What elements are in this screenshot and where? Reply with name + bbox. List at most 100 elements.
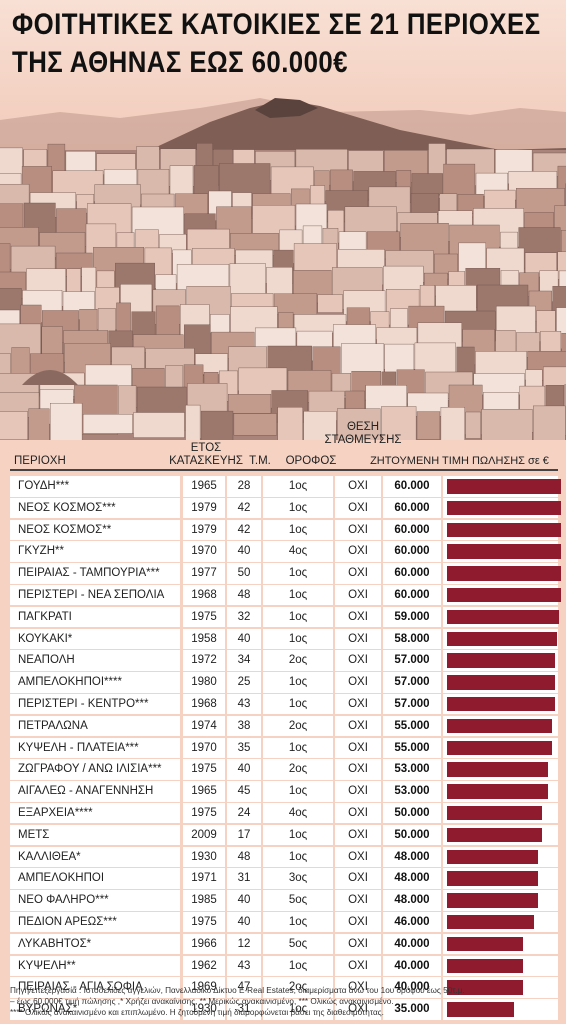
floor-cell: 3ος — [263, 868, 333, 889]
price-label: 57.000 — [383, 650, 441, 671]
price-label: 50.000 — [383, 802, 441, 824]
sqm-cell: 48 — [227, 584, 261, 606]
price-bar — [447, 827, 542, 843]
price-bar — [447, 696, 556, 712]
sqm-cell: 48 — [227, 846, 261, 868]
price-label: 60.000 — [383, 519, 441, 541]
price-bar — [447, 566, 561, 581]
table-row: ΝΕΑΠΟΛΗ 1972 34 2ος ΟΧΙ 57.000 — [10, 650, 558, 671]
parking-cell: ΟΧΙ — [335, 715, 381, 737]
floor-cell: 1ος — [263, 476, 333, 497]
area-cell: ΠΕΙΡΑΙΑΣ - ΑΓΙΑ ΣΟΦΙΑ — [10, 977, 180, 998]
floor-cell: 1ος — [263, 693, 333, 715]
price-bar — [447, 914, 535, 930]
table-row: ΠΕΔΙΟΝ ΑΡΕΩΣ*** 1975 40 1ος ΟΧΙ 46.000 — [10, 911, 558, 933]
year-cell: 1971 — [183, 868, 225, 889]
area-cell: ΝΕΟ ΦΑΛΗΡΟ*** — [10, 890, 180, 911]
sqm-cell: 43 — [227, 693, 261, 715]
price-bar — [447, 631, 558, 647]
price-table: ΓΟΥΔΗ*** 1965 28 1ος ΟΧΙ 60.000 ΝΕΟΣ ΚΟΣΜΟΣ***… — [10, 476, 561, 1021]
price-bar — [447, 980, 523, 995]
price-bar — [447, 1002, 514, 1017]
price-label: 59.000 — [383, 606, 441, 628]
athens-cityscape-illustration — [0, 98, 566, 440]
sqm-cell: 45 — [227, 781, 261, 802]
floor-cell: 1ος — [263, 955, 333, 977]
area-cell: ΠΕΡΙΣΤΕΡΙ - ΚΕΝΤΡΟ*** — [10, 693, 180, 715]
parking-cell: ΟΧΙ — [335, 955, 381, 977]
table-row: ΒΥΡΩΝΑΣ* 1930 31 1ος ΟΧΙ 35.000 — [10, 999, 558, 1020]
table-row: ΑΜΠΕΛΟΚΗΠΟΙ 1971 31 3ος ΟΧΙ 48.000 — [10, 868, 558, 889]
table-row: ΠΕΙΡΑΙΑΣ - ΤΑΜΠΟΥΡΙΑ*** 1977 50 1ος ΟΧΙ 60.00… — [10, 563, 561, 584]
price-bar — [447, 587, 561, 603]
year-cell: 1985 — [183, 890, 225, 911]
area-cell: ΠΕΙΡΑΙΑΣ - ΤΑΜΠΟΥΡΙΑ*** — [10, 563, 180, 584]
parking-cell: ΟΧΙ — [335, 476, 381, 497]
table-row: ΠΕΤΡΑΛΩΝΑ 1974 38 2ος ΟΧΙ 55.000 — [10, 715, 558, 737]
floor-cell: 1ος — [263, 846, 333, 868]
parking-cell: ΟΧΙ — [335, 977, 381, 998]
year-cell: 1965 — [183, 781, 225, 802]
parking-cell: ΟΧΙ — [335, 802, 381, 824]
header-floor: ΟΡΟΦΟΣ — [285, 455, 337, 467]
year-cell: 1969 — [183, 977, 225, 998]
area-cell: ΠΕΔΙΟΝ ΑΡΕΩΣ*** — [10, 911, 180, 933]
table-row: ΛΥΚΑΒΗΤΟΣ* 1966 12 5ος ΟΧΙ 40.000 — [10, 933, 558, 955]
year-cell: 2009 — [183, 824, 225, 846]
area-cell: ΖΩΓΡΑΦΟΥ / ΑΝΩ ΙΛΙΣΙΑ*** — [10, 759, 180, 780]
year-cell: 1980 — [183, 672, 225, 693]
year-cell: 1979 — [183, 497, 225, 519]
table-row: ΚΟΥΚΑΚΙ* 1958 40 1ος ΟΧΙ 58.000 — [10, 628, 558, 650]
sqm-cell: 42 — [227, 519, 261, 541]
price-label: 57.000 — [383, 672, 441, 693]
price-bar — [447, 893, 539, 908]
sqm-cell: 24 — [227, 802, 261, 824]
table-row: ΑΙΓΑΛΕΩ - ΑΝΑΓΕΝΝΗΣΗ 1965 45 1ος ΟΧΙ 53.000 — [10, 781, 558, 802]
floor-cell: 1ος — [263, 563, 333, 584]
city-photo: ΦΟΙΤΗΤΙΚΕΣ ΚΑΤΟΙΚΙΕΣ ΣΕ 21 ΠΕΡΙΟΧΕΣ ΤΗΣ … — [0, 0, 566, 440]
area-cell: ΠΕΡΙΣΤΕΡΙ - ΝΕΑ ΣΕΠΟΛΙΑ — [10, 584, 180, 606]
sqm-cell: 31 — [227, 868, 261, 889]
parking-cell: ΟΧΙ — [335, 584, 381, 606]
year-cell: 1970 — [183, 541, 225, 562]
price-label: 48.000 — [383, 868, 441, 889]
parking-cell: ΟΧΙ — [335, 628, 381, 650]
area-cell: ΝΕΑΠΟΛΗ — [10, 650, 180, 671]
sqm-cell: 34 — [227, 650, 261, 671]
area-cell: ΓΚΥΖΗ** — [10, 541, 180, 562]
floor-cell: 1ος — [263, 781, 333, 802]
price-label: 35.000 — [383, 999, 441, 1020]
floor-cell: 1ος — [263, 497, 333, 519]
sqm-cell: 35 — [227, 737, 261, 759]
parking-cell: ΟΧΙ — [335, 824, 381, 846]
header-price: ΖΗΤΟΥΜΕΝΗ ΤΙΜΗ ΠΩΛΗΣΗΣ σε € — [370, 455, 549, 467]
area-cell: ΒΥΡΩΝΑΣ* — [10, 999, 180, 1020]
price-label: 60.000 — [383, 541, 441, 562]
parking-cell: ΟΧΙ — [335, 890, 381, 911]
area-cell: ΝΕΟΣ ΚΟΣΜΟΣ** — [10, 519, 180, 541]
header-divider — [10, 469, 558, 471]
parking-cell: ΟΧΙ — [335, 933, 381, 955]
footnote: Πηγή/επεξεργασία : Ιστοσελίδες αγγελιών,… — [10, 985, 558, 1018]
year-cell: 1962 — [183, 955, 225, 977]
table-row: ΓΚΥΖΗ** 1970 40 4ος ΟΧΙ 60.000 — [10, 541, 561, 562]
area-cell: ΕΞΑΡΧΕΙΑ**** — [10, 802, 180, 824]
year-cell: 1975 — [183, 759, 225, 780]
price-bar — [447, 936, 523, 952]
price-label: 53.000 — [383, 759, 441, 780]
area-cell: ΠΕΤΡΑΛΩΝΑ — [10, 715, 180, 737]
table-row: ΠΕΡΙΣΤΕΡΙ - ΝΕΑ ΣΕΠΟΛΙΑ 1968 48 1ος ΟΧΙ 60.00… — [10, 584, 561, 606]
year-cell: 1968 — [183, 693, 225, 715]
title-line-1: ΦΟΙΤΗΤΙΚΕΣ ΚΑΤΟΙΚΙΕΣ ΣΕ 21 ΠΕΡΙΟΧΕΣ — [12, 8, 541, 41]
parking-cell: ΟΧΙ — [335, 737, 381, 759]
table-row: ΚΥΨΕΛΗ - ΠΛΑΤΕΙΑ*** 1970 35 1ος ΟΧΙ 55.000 — [10, 737, 558, 759]
price-bar — [447, 784, 548, 799]
price-label: 50.000 — [383, 824, 441, 846]
price-label: 48.000 — [383, 890, 441, 911]
title-line-2: ΤΗΣ ΑΘΗΝΑΣ ΕΩΣ 60.000€ — [12, 46, 348, 79]
area-cell: ΚΟΥΚΑΚΙ* — [10, 628, 180, 650]
sqm-cell: 38 — [227, 715, 261, 737]
footnote-line-1: Πηγή/επεξεργασία : Ιστοσελίδες αγγελιών,… — [10, 986, 465, 995]
area-cell: ΓΟΥΔΗ*** — [10, 476, 180, 497]
area-cell: ΝΕΟΣ ΚΟΣΜΟΣ*** — [10, 497, 180, 519]
